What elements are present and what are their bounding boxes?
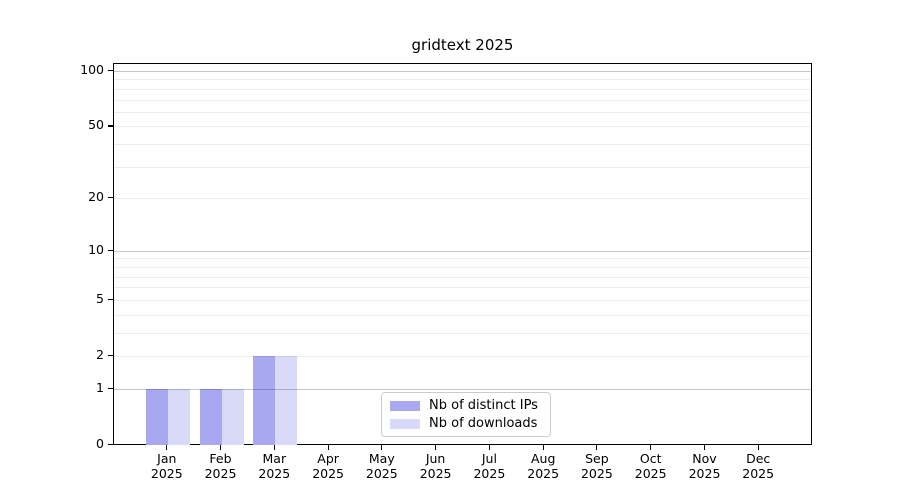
y-tick-mark-20 <box>108 197 113 199</box>
gridline-2 <box>114 356 811 357</box>
gridline-90 <box>114 79 811 81</box>
y-tick-label-0: 0 <box>96 436 104 451</box>
x-tick-mark-mar <box>273 445 275 450</box>
x-tick-label-aug: Aug 2025 <box>527 451 560 481</box>
x-tick-label-jan: Jan 2025 <box>150 451 183 481</box>
grid-layer <box>114 64 811 444</box>
gridline-3 <box>114 332 811 334</box>
legend-swatch-distinct-ips <box>390 401 420 411</box>
x-tick-label-oct: Oct 2025 <box>634 451 667 481</box>
gridline-60 <box>114 111 811 113</box>
gridline-10 <box>114 250 811 252</box>
y-tick-mark-100 <box>108 70 113 72</box>
gridline-9 <box>114 258 811 260</box>
x-tick-label-mar: Mar 2025 <box>258 451 291 481</box>
y-tick-mark-10 <box>108 249 113 251</box>
plot-area <box>113 63 812 445</box>
gridline-50 <box>114 126 811 128</box>
y-tick-label-50: 50 <box>88 117 104 133</box>
x-tick-label-may: May 2025 <box>365 451 398 481</box>
x-tick-mark-dec <box>757 445 759 450</box>
gridline-70 <box>114 99 811 101</box>
y-tick-mark-1 <box>108 387 113 389</box>
x-tick-mark-jul <box>488 445 490 450</box>
x-tick-label-dec: Dec 2025 <box>742 451 775 481</box>
gridline-100 <box>114 71 811 72</box>
x-tick-mark-nov <box>703 445 706 450</box>
y-tick-mark-5 <box>108 298 113 300</box>
y-tick-label-2: 2 <box>96 347 104 362</box>
gridline-4 <box>114 314 811 316</box>
x-tick-mark-sep <box>596 445 598 450</box>
x-tick-label-jul: Jul 2025 <box>473 451 506 481</box>
legend-swatch-downloads <box>390 419 420 429</box>
gridline-5 <box>114 299 811 301</box>
x-tick-mark-feb <box>219 445 222 450</box>
gridline-40 <box>114 144 811 146</box>
bar-feb-downloads <box>221 388 244 445</box>
gridline-80 <box>114 88 811 90</box>
legend-label-distinct-ips: Nb of distinct IPs <box>429 398 538 413</box>
x-tick-mark-oct <box>650 445 652 450</box>
x-tick-label-apr: Apr 2025 <box>312 451 344 481</box>
gridline-6 <box>114 287 811 289</box>
x-tick-label-jun: Jun 2025 <box>419 451 452 481</box>
y-tick-label-5: 5 <box>96 290 104 306</box>
y-tick-label-10: 10 <box>88 241 104 257</box>
x-tick-mark-jan <box>166 445 168 450</box>
legend: Nb of distinct IPs Nb of downloads <box>381 392 551 437</box>
y-tick-label-100: 100 <box>80 62 104 77</box>
x-tick-mark-may <box>381 445 383 450</box>
gridline-7 <box>114 276 811 278</box>
bars-layer <box>114 64 811 445</box>
gridline-8 <box>114 266 811 268</box>
legend-label-downloads: Nb of downloads <box>429 416 538 431</box>
y-tick-mark-2 <box>108 355 113 357</box>
x-tick-mark-jun <box>435 445 437 450</box>
bar-jan-distinct-ips <box>145 388 168 445</box>
y-tick-label-1: 1 <box>96 379 104 395</box>
x-tick-label-feb: Feb 2025 <box>204 451 237 481</box>
gridline-20 <box>114 198 811 200</box>
y-tick-mark-50 <box>108 125 113 127</box>
bar-mar-distinct-ips <box>253 356 276 445</box>
y-tick-mark-0 <box>108 444 113 446</box>
gridline-30 <box>114 166 811 168</box>
x-tick-mark-apr <box>327 445 329 450</box>
bar-feb-distinct-ips <box>199 388 222 445</box>
x-tick-label-nov: Nov 2025 <box>688 451 721 481</box>
legend-entry-distinct-ips: Nb of distinct IPs <box>390 398 542 414</box>
legend-entry-downloads: Nb of downloads <box>390 416 542 432</box>
gridline-1 <box>114 388 811 390</box>
bar-mar-downloads <box>275 356 298 445</box>
x-tick-mark-aug <box>542 445 544 450</box>
y-tick-label-20: 20 <box>88 189 104 205</box>
x-tick-label-sep: Sep 2025 <box>580 451 613 481</box>
chart-title: gridtext 2025 <box>411 36 514 54</box>
bar-jan-downloads <box>167 388 190 445</box>
